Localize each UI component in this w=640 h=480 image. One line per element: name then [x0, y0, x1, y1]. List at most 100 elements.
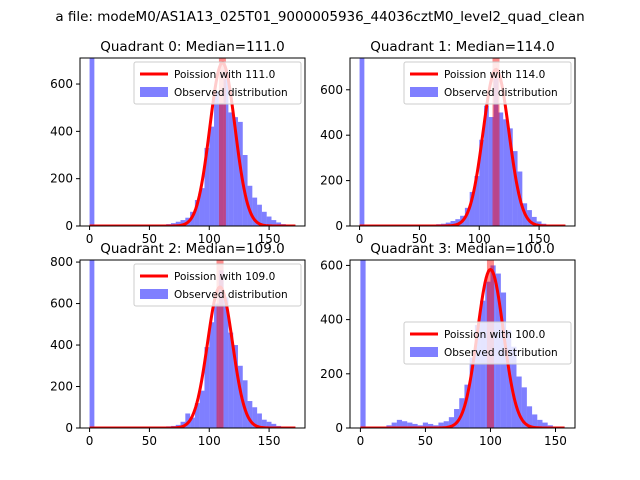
hist-bar: [194, 403, 200, 428]
hist-bar: [271, 423, 277, 428]
hist-bar: [498, 112, 504, 226]
x-tick-label: 0: [86, 434, 94, 448]
hist-bar: [228, 112, 234, 226]
hist-bar: [218, 270, 224, 428]
subplot-quadrant-1: 0 50 100 150 0 200 400 600 Quadrant 1: Median=11…: [320, 39, 576, 246]
y-tick-label: 200: [50, 380, 73, 394]
x-tick-label: 100: [479, 434, 502, 448]
subplot-title: Quadrant 3: Median=100.0: [370, 241, 554, 257]
hist-bar: [488, 117, 494, 226]
x-tick-label: 50: [142, 232, 157, 246]
x-tick-label: 50: [418, 434, 433, 448]
hist-bar: [448, 417, 455, 428]
poisson-fit-line: [359, 67, 566, 226]
hist-bar: [194, 199, 200, 226]
hist-bar: [532, 414, 538, 428]
x-tick-label: 100: [198, 434, 221, 448]
hist-bar: [233, 117, 238, 226]
y-tick-label: 200: [50, 172, 73, 186]
hist-bar: [438, 422, 444, 428]
hist-bar: [185, 413, 191, 428]
poisson-fit-line: [360, 267, 565, 428]
hist-bar: [464, 207, 470, 226]
y-tick-label: 600: [50, 77, 73, 91]
y-tick-label: 400: [320, 313, 343, 327]
hist-bar: [266, 216, 272, 226]
hist-bar: [190, 417, 195, 428]
legend-label-fit: Poission with 100.0: [444, 329, 545, 341]
legend-frame: [133, 263, 302, 307]
hist-bar: [527, 210, 532, 226]
hist-bar: [214, 91, 219, 226]
hist-bar: [233, 345, 238, 428]
y-tick-label: 0: [335, 219, 343, 233]
y-tick-label: 0: [65, 219, 73, 233]
hist-bar: [276, 222, 282, 226]
hist-bar: [360, 260, 366, 428]
hist-bar: [180, 220, 186, 226]
legend-frame: [403, 61, 572, 105]
hist-bar: [484, 105, 489, 226]
subplot-title: Quadrant 1: Median=114.0: [370, 39, 554, 55]
hist-bar: [252, 197, 258, 226]
hist-bar: [271, 220, 277, 226]
hist-bar: [512, 151, 518, 226]
hist-bar: [469, 191, 475, 226]
hist-bar: [359, 58, 365, 226]
hist-bar: [247, 401, 253, 428]
hist-bar: [204, 347, 210, 428]
hist-bar: [204, 147, 210, 226]
hist-bar: [479, 139, 485, 226]
hist-bar: [391, 422, 397, 428]
hist-bar: [175, 221, 181, 226]
hist-bar: [209, 126, 215, 226]
hist-bar: [218, 102, 224, 226]
legend-label-fit: Poission with 114.0: [444, 69, 545, 81]
hist-bar: [493, 78, 499, 226]
x-tick-label: 100: [468, 232, 491, 246]
hist-bar: [536, 221, 542, 226]
y-tick-label: 600: [320, 83, 343, 97]
x-tick-label: 0: [357, 434, 365, 448]
hist-bar: [511, 346, 517, 428]
y-tick-label: 400: [50, 124, 73, 138]
hist-bar: [428, 423, 434, 428]
legend-frame: [403, 321, 572, 365]
legend-label-fit: Poission with 111.0: [174, 69, 275, 81]
hist-bar: [209, 322, 215, 428]
hist-bar: [266, 421, 272, 428]
x-tick-label: 100: [198, 232, 221, 246]
hist-bar: [506, 330, 512, 428]
legend-label-observed: Observed distribution: [444, 347, 558, 359]
hist-bar: [257, 204, 262, 226]
subplot-quadrant-0: 0 50 100 150 0 200 400 600 Quadrant 0: Median=11…: [50, 39, 306, 246]
x-tick-label: 150: [528, 232, 551, 246]
poisson-fit-line: [89, 285, 296, 428]
legend: Poission with 114.0 Observed distribution: [403, 61, 572, 105]
subplot-title: Quadrant 2: Median=109.0: [100, 241, 284, 257]
hist-bar: [412, 423, 418, 428]
hist-bar: [396, 419, 403, 428]
hist-bar: [214, 303, 219, 428]
hist-bar: [223, 79, 229, 226]
y-tick-label: 600: [320, 258, 343, 272]
legend-hist-swatch: [140, 289, 168, 299]
y-tick-label: 800: [50, 255, 73, 269]
hist-bar: [521, 387, 527, 428]
hist-bar: [474, 325, 481, 428]
subplot-title: Quadrant 0: Median=111.0: [100, 39, 284, 55]
x-tick-label: 150: [258, 434, 281, 448]
hist-bar: [261, 419, 267, 428]
hist-bar: [445, 222, 451, 226]
axes-frame: [79, 57, 306, 227]
axes-frame: [349, 259, 576, 429]
hist-bar: [252, 407, 258, 428]
axes-frame: [79, 259, 306, 429]
y-tick-label: 0: [65, 421, 73, 435]
x-tick-label: 150: [258, 232, 281, 246]
x-tick-label: 50: [412, 232, 427, 246]
y-tick-label: 200: [320, 367, 343, 381]
legend: Poission with 100.0 Observed distribution: [403, 321, 572, 365]
